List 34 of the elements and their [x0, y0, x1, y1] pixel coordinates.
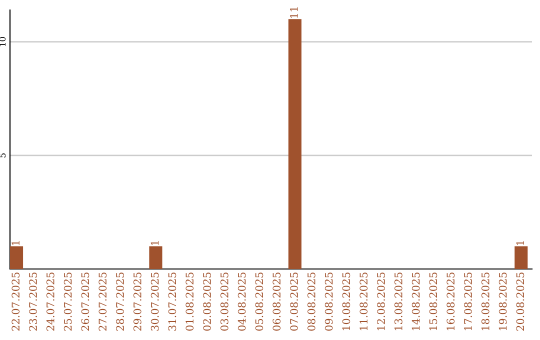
x-tick-label: 07.08.2025: [290, 272, 298, 331]
data-label: 11: [290, 7, 298, 18]
x-tick-label: 11.08.2025: [360, 272, 368, 330]
x-tick-label: 04.08.2025: [238, 272, 246, 331]
x-tick-label: 13.08.2025: [394, 272, 402, 330]
x-tick-label: 14.08.2025: [412, 272, 420, 330]
x-tick-label: 18.08.2025: [481, 272, 490, 330]
x-tick-label: 06.08.2025: [272, 272, 281, 331]
x-tick-label: 23.07.2025: [29, 272, 37, 331]
x-tick-label: 28.07.2025: [116, 272, 124, 331]
x-tick-label: 31.07.2025: [168, 272, 176, 331]
x-tick-label: 08.08.2025: [307, 272, 316, 331]
data-label: 1: [150, 241, 159, 246]
x-tick-label: 05.08.2025: [255, 272, 264, 331]
data-label: 1: [516, 241, 524, 246]
x-tick-label: 02.08.2025: [203, 272, 211, 331]
x-tick-label: 17.08.2025: [464, 272, 472, 330]
x-tick-label: 25.07.2025: [64, 272, 72, 331]
data-label: 1: [12, 241, 20, 246]
x-tick-label: 10.08.2025: [342, 272, 350, 330]
x-tick-label: 03.08.2025: [220, 272, 228, 331]
x-tick-label: 26.07.2025: [81, 272, 90, 331]
x-tick-label: 27.07.2025: [98, 272, 107, 331]
x-tick-label: 30.07.2025: [150, 272, 159, 331]
x-tick-label: 12.08.2025: [377, 272, 385, 330]
x-tick-label: 20.08.2025: [516, 272, 524, 331]
x-tick-label: 29.07.2025: [133, 272, 142, 331]
x-tick-label: 09.08.2025: [324, 272, 333, 331]
x-tick-label: 24.07.2025: [46, 272, 54, 331]
x-tick-label: 22.07.2025: [12, 272, 20, 331]
x-tick-label: 01.08.2025: [186, 272, 194, 331]
x-tick-label: 19.08.2025: [498, 272, 507, 330]
x-tick-label: 16.08.2025: [446, 272, 455, 330]
x-tick-label: 15.08.2025: [429, 272, 438, 330]
